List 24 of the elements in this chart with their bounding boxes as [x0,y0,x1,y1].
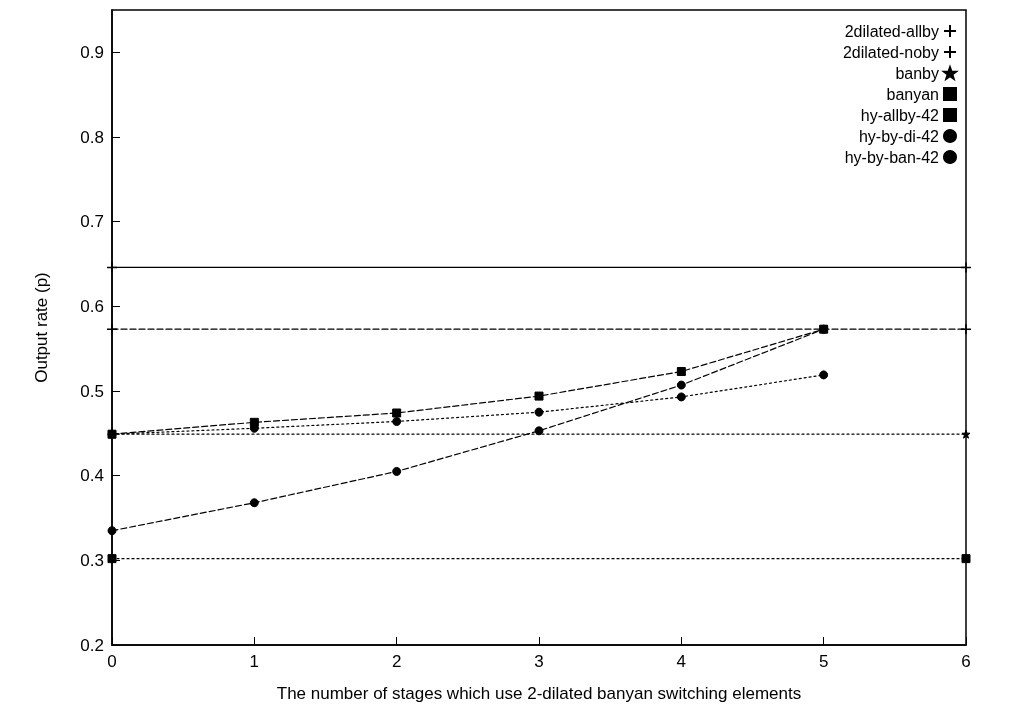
x-tick-label: 2 [391,652,402,671]
x-tick-label: 4 [676,652,687,671]
x-tick-label: 3 [534,652,544,671]
legend-label: 2dilated-allby [844,22,939,40]
x-tick-label: 0 [107,652,117,671]
y-tick-label: 0.6 [80,296,104,316]
x-tick-label: 5 [818,652,829,671]
y-tick-label: 0.9 [80,42,104,62]
legend-label: hy-by-ban-42 [844,148,940,166]
y-tick-label: 0.2 [80,635,104,655]
x-axis-title: The number of stages which use 2-dilated banyan switching elements [276,684,802,703]
y-tick-label: 0.7 [80,212,104,232]
y-tick-label: 0.3 [80,550,104,570]
x-tick-label: 1 [249,652,260,671]
legend-label: 2dilated-noby [842,43,939,61]
legend-label: hy-allby-42 [860,106,940,124]
legend-label: hy-by-di-42 [858,127,940,145]
y-axis-title: Output rate (p) [32,272,51,383]
x-tick-label: 6 [961,652,971,671]
y-tick-label: 0.4 [80,466,104,486]
legend-label: banyan [886,85,939,103]
legend-label: banby [895,64,939,82]
y-tick-label: 0.5 [80,381,104,401]
y-tick-label: 0.8 [80,127,104,147]
